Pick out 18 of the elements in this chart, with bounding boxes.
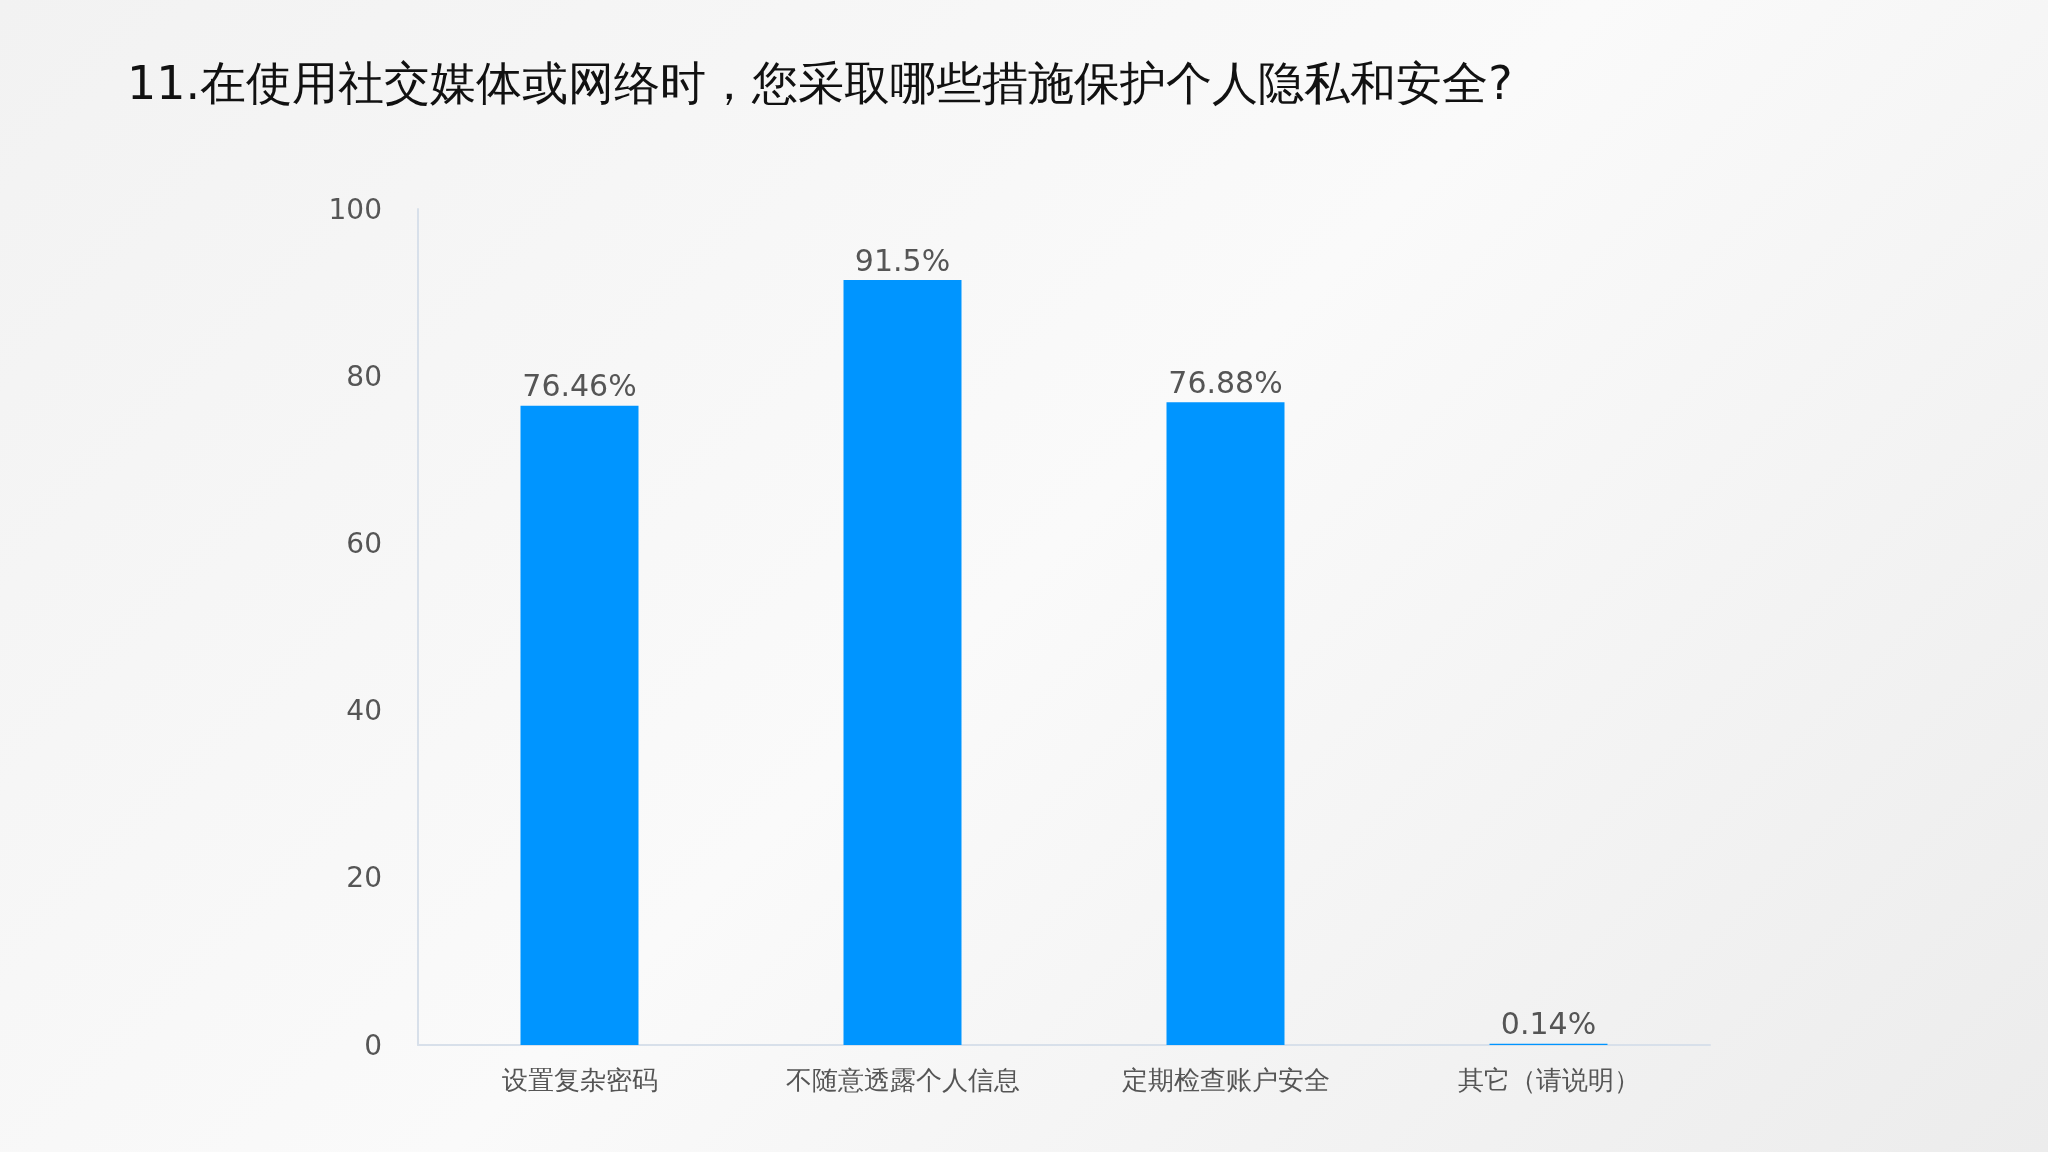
y-tick-label: 100 xyxy=(328,192,382,226)
bar xyxy=(843,280,962,1045)
data-label: 76.46% xyxy=(522,368,637,404)
y-tick-label: 20 xyxy=(346,861,382,895)
x-tick-label: 其它（请说明） xyxy=(1457,1065,1640,1095)
data-label: 76.88% xyxy=(1168,364,1283,400)
y-tick-label: 40 xyxy=(346,694,382,728)
data-label: 0.14% xyxy=(1500,1006,1597,1042)
x-tick-label: 定期检查账户安全 xyxy=(1121,1065,1330,1095)
data-label: 91.5% xyxy=(854,242,951,278)
y-tick-label: 0 xyxy=(364,1028,382,1062)
bar xyxy=(1166,402,1285,1045)
bar xyxy=(520,405,639,1045)
y-tick-label: 60 xyxy=(346,526,382,560)
y-tick-label: 80 xyxy=(346,359,382,393)
x-tick-label: 设置复杂密码 xyxy=(501,1065,658,1095)
chart-title: 11.在使用社交媒体或网络时，您采取哪些措施保护个人隐私和安全? xyxy=(127,56,1513,110)
x-tick-label: 不随意透露个人信息 xyxy=(785,1065,1020,1095)
